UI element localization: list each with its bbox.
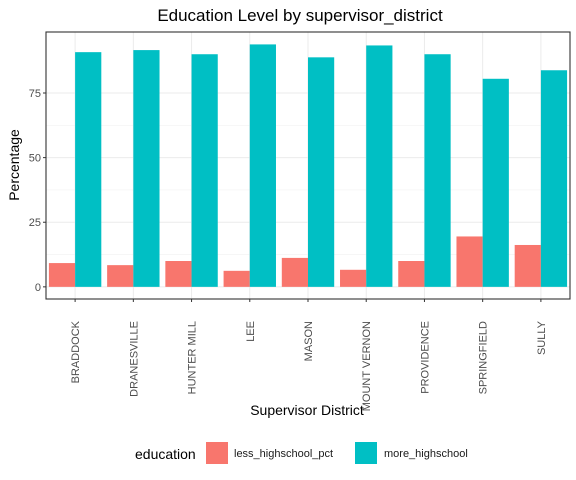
bar-more_highschool-lee xyxy=(249,44,276,287)
y-axis-title: Percentage xyxy=(6,129,22,201)
y-tick-label: 50 xyxy=(29,153,41,165)
bar-more_highschool-braddock xyxy=(75,52,102,287)
x-tick-label: DRANESVILLE xyxy=(128,321,140,397)
legend: education less_highschool_pct more_highsc… xyxy=(135,442,468,464)
plot-area xyxy=(45,31,571,300)
bar-more_highschool-providence xyxy=(424,54,451,287)
bar-less_highschool_pct-hunter-mill xyxy=(165,261,192,287)
bar-more_highschool-mount-vernon xyxy=(366,45,393,287)
x-tick-label: BRADDOCK xyxy=(70,320,82,383)
x-tick-label: PROVIDENCE xyxy=(419,321,431,394)
legend-label-less_highschool_pct: less_highschool_pct xyxy=(234,448,333,460)
bar-less_highschool_pct-lee xyxy=(223,270,250,287)
bar-less_highschool_pct-providence xyxy=(398,261,425,287)
y-tick-label: 75 xyxy=(29,88,41,100)
bar-more_highschool-dranesville xyxy=(133,50,160,287)
chart-title: Education Level by supervisor_district xyxy=(157,6,443,25)
x-tick-label: HUNTER MILL xyxy=(187,321,199,394)
bar-more_highschool-sully xyxy=(540,70,568,287)
bar-less_highschool_pct-braddock xyxy=(48,263,76,287)
y-tick-label: 0 xyxy=(35,282,41,294)
bar-more_highschool-hunter-mill xyxy=(191,54,218,287)
legend-key-more_highschool xyxy=(355,442,377,464)
bar-less_highschool_pct-sully xyxy=(514,244,541,287)
bar-less_highschool_pct-dranesville xyxy=(107,265,134,287)
bar-less_highschool_pct-springfield xyxy=(456,236,483,287)
y-axis: 0 25 50 75 xyxy=(29,88,46,294)
legend-key-less_highschool_pct xyxy=(206,442,228,464)
bar-less_highschool_pct-mason xyxy=(281,257,308,287)
x-tick-label: MOUNT VERNON xyxy=(361,321,373,411)
x-axis: BRADDOCK DRANESVILLE HUNTER MILL LEE MASON MO… xyxy=(70,299,548,411)
x-tick-label: SULLY xyxy=(536,320,548,355)
bar-more_highschool-springfield xyxy=(482,78,509,287)
legend-label-more_highschool: more_highschool xyxy=(384,448,468,460)
x-tick-label: SPRINGFIELD xyxy=(478,321,490,394)
legend-title: education xyxy=(135,446,196,462)
x-axis-title: Supervisor District xyxy=(250,402,364,418)
x-tick-label: LEE xyxy=(245,321,257,342)
y-tick-label: 25 xyxy=(29,217,41,229)
bar-less_highschool_pct-mount-vernon xyxy=(340,269,367,287)
bar-more_highschool-mason xyxy=(308,57,335,287)
x-tick-label: MASON xyxy=(303,321,315,361)
